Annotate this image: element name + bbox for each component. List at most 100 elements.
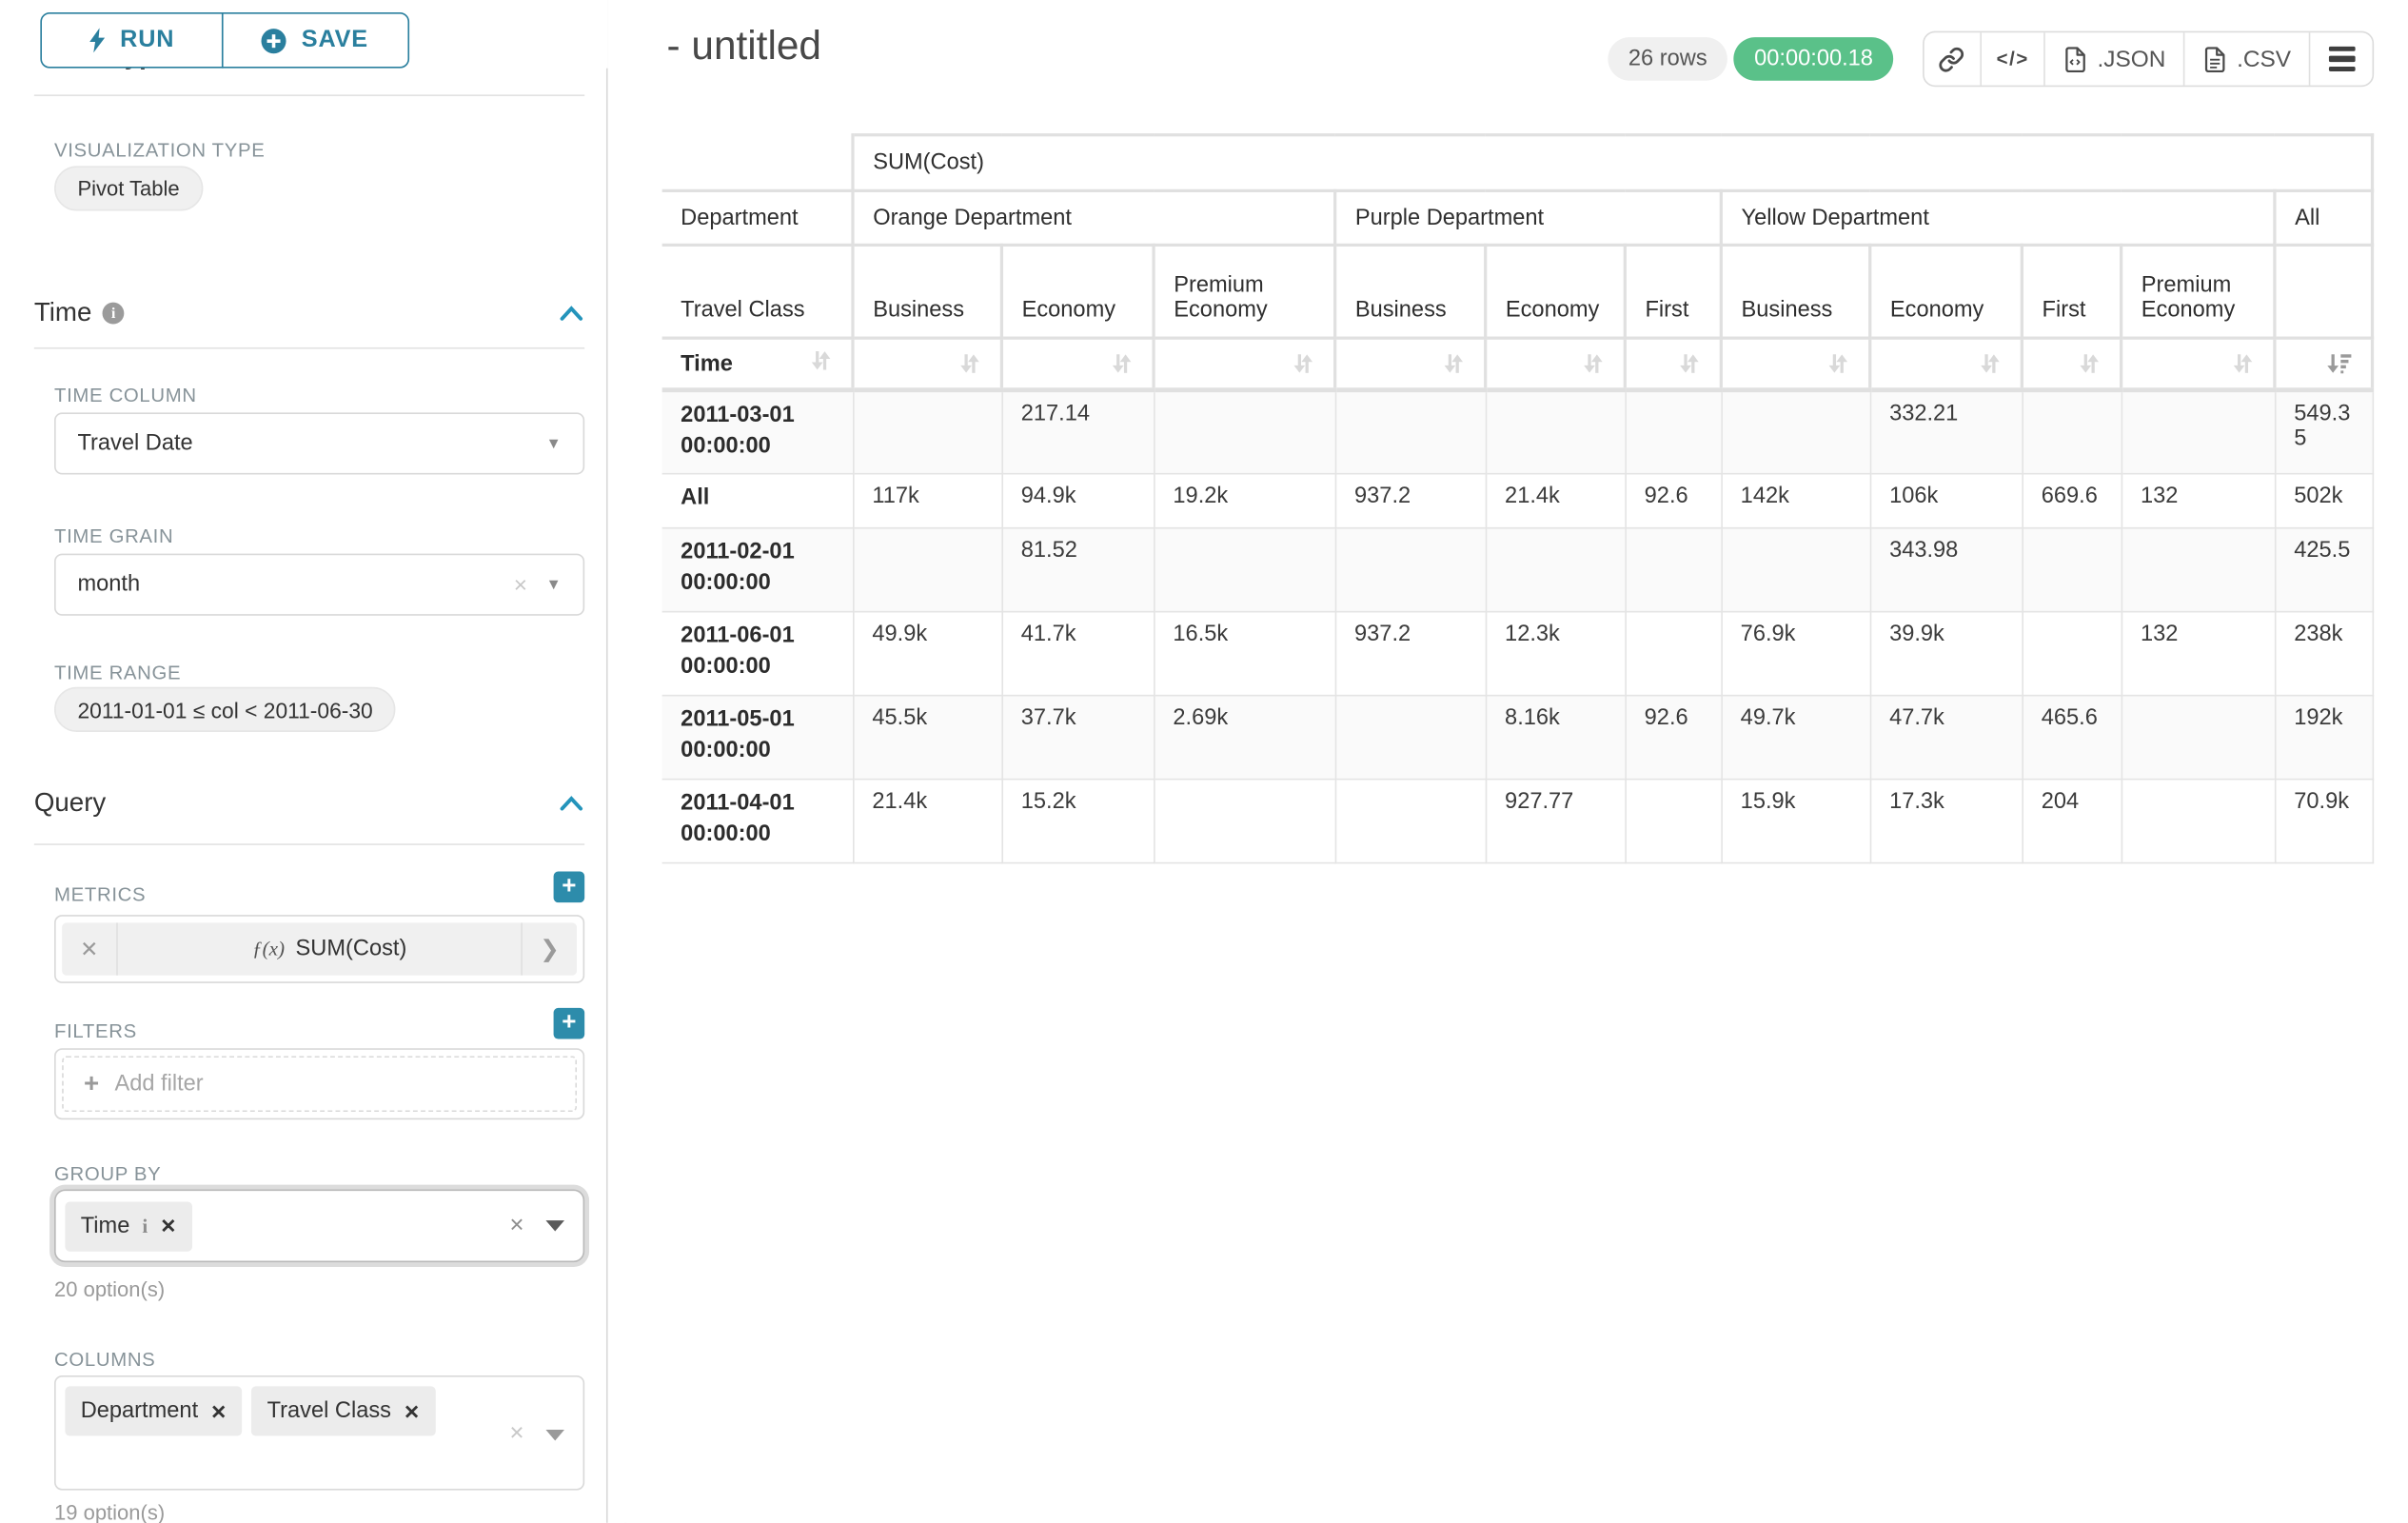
sort-button[interactable]: [2022, 338, 2121, 390]
pivot-cell: [2122, 390, 2275, 474]
pivot-cell: 21.4k: [853, 780, 1001, 863]
sort-icon[interactable]: [809, 349, 832, 379]
remove-tag-icon[interactable]: ✕: [404, 1399, 420, 1422]
time-grain-value: month: [77, 572, 513, 597]
sort-button[interactable]: [2122, 338, 2275, 390]
pivot-cell: 76.9k: [1721, 612, 1869, 696]
table-row: 2011-04-01 00:00:0021.4k15.2k927.7715.9k…: [662, 780, 2373, 863]
pivot-cell: [1335, 696, 1486, 780]
pivot-cell: [1625, 528, 1721, 612]
pivot-cell: [1721, 528, 1869, 612]
metric-item[interactable]: ✕ ƒ(x) SUM(Cost) ❯: [62, 922, 577, 975]
columns-select[interactable]: Department ✕ Travel Class ✕ ×: [54, 1375, 584, 1491]
pivot-column-header: Business: [853, 245, 1001, 338]
chart-title[interactable]: - untitled: [667, 22, 821, 70]
group-by-select[interactable]: Time i ✕ ×: [54, 1190, 584, 1263]
lightning-icon: [89, 28, 107, 52]
columns-label: COLUMNS: [54, 1349, 155, 1371]
save-button[interactable]: SAVE: [221, 12, 408, 69]
pivot-cell: [2022, 390, 2121, 474]
pivot-column-header: Economy: [1001, 245, 1154, 338]
time-range-value[interactable]: 2011-01-01 ≤ col < 2011-06-30: [54, 687, 396, 732]
query-section-header[interactable]: Query: [34, 788, 584, 820]
metrics-label: METRICS: [54, 884, 146, 906]
pivot-cell: 12.3k: [1486, 612, 1626, 696]
pivot-cell: [853, 528, 1001, 612]
share-link-button[interactable]: [1924, 32, 1982, 85]
pivot-cell: 927.77: [1486, 780, 1626, 863]
add-filter-button[interactable]: + Add filter: [62, 1056, 577, 1112]
pivot-cell: [1721, 390, 1869, 474]
pivot-cell: [1335, 528, 1486, 612]
group-by-label: GROUP BY: [54, 1163, 161, 1185]
pivot-cell: 343.98: [1870, 528, 2023, 612]
pivot-cell: [1625, 612, 1721, 696]
pivot-cell: 204: [2022, 780, 2121, 863]
function-icon: ƒ(x): [252, 937, 285, 961]
pivot-cell: [2122, 780, 2275, 863]
time-grain-select[interactable]: month × ▼: [54, 554, 584, 616]
time-column-label: TIME COLUMN: [54, 385, 197, 406]
remove-metric-icon[interactable]: ✕: [62, 922, 118, 975]
table-row: All117k94.9k19.2k937.221.4k92.6142k106k6…: [662, 474, 2373, 528]
remove-tag-icon[interactable]: ✕: [160, 1215, 176, 1237]
sort-button[interactable]: [2275, 338, 2373, 390]
chevron-right-icon[interactable]: ❯: [521, 922, 577, 975]
pivot-table: SUM(Cost)DepartmentOrange DepartmentPurp…: [662, 133, 2375, 863]
chevron-up-icon[interactable]: [558, 300, 584, 326]
sort-button[interactable]: [1721, 338, 1869, 390]
export-csv-button[interactable]: .CSV: [2184, 32, 2311, 85]
view-query-button[interactable]: </>: [1982, 32, 2046, 85]
pivot-cell: 937.2: [1335, 612, 1486, 696]
sort-button[interactable]: [1154, 338, 1335, 390]
run-button[interactable]: RUN: [40, 12, 223, 69]
chevron-up-icon[interactable]: [558, 790, 584, 817]
visualization-type-value[interactable]: Pivot Table: [54, 166, 203, 210]
row-count-badge: 26 rows: [1609, 37, 1727, 81]
time-column-select[interactable]: Travel Date ▼: [54, 412, 584, 474]
pivot-cell: 2.69k: [1154, 696, 1335, 780]
pivot-dimension-header: Department: [662, 190, 853, 245]
menu-button[interactable]: [2311, 32, 2373, 85]
sort-button[interactable]: [853, 338, 1001, 390]
pivot-metric-header: SUM(Cost): [853, 135, 2373, 191]
pivot-column-header: Business: [1721, 245, 1869, 338]
export-json-button[interactable]: .JSON: [2046, 32, 2185, 85]
plus-circle-icon: [261, 28, 287, 54]
pivot-cell: 81.52: [1001, 528, 1154, 612]
clear-icon[interactable]: ×: [509, 1420, 523, 1448]
pivot-cell: 94.9k: [1001, 474, 1154, 528]
columns-tag[interactable]: Department ✕: [65, 1386, 242, 1435]
info-icon: i: [142, 1214, 148, 1238]
sort-button[interactable]: [1870, 338, 2023, 390]
pivot-cell: [2022, 612, 2121, 696]
export-toolbar: </> .JSON .CSV: [1923, 31, 2374, 88]
plus-icon: +: [84, 1068, 99, 1099]
table-header-row: DepartmentOrange DepartmentPurple Depart…: [662, 190, 2373, 245]
pivot-cell: 238k: [2275, 612, 2373, 696]
pivot-cell: 16.5k: [1154, 612, 1335, 696]
sort-button[interactable]: [1001, 338, 1154, 390]
sort-button[interactable]: [1486, 338, 1626, 390]
pivot-cell: 549.35: [2275, 390, 2373, 474]
pivot-cell: 465.6: [2022, 696, 2121, 780]
group-by-tag[interactable]: Time i ✕: [65, 1201, 191, 1251]
remove-tag-icon[interactable]: ✕: [210, 1399, 227, 1422]
pivot-cell: 70.9k: [2275, 780, 2373, 863]
time-section-header[interactable]: Time i: [34, 298, 584, 329]
clear-icon[interactable]: ×: [509, 1212, 523, 1239]
clear-icon[interactable]: ×: [514, 571, 527, 598]
pivot-cell: 15.9k: [1721, 780, 1869, 863]
sort-button[interactable]: [1335, 338, 1486, 390]
pivot-cell: [1486, 390, 1626, 474]
add-filter-plus-button[interactable]: +: [554, 1008, 585, 1039]
pivot-cell: 132: [2122, 612, 2275, 696]
pivot-cell: 21.4k: [1486, 474, 1626, 528]
columns-tag[interactable]: Travel Class ✕: [251, 1386, 435, 1435]
pivot-dimension-header: Travel Class: [662, 245, 853, 338]
pivot-cell: [2022, 528, 2121, 612]
pivot-row-label: 2011-05-01 00:00:00: [662, 696, 853, 780]
sort-button[interactable]: [1625, 338, 1721, 390]
add-metric-button[interactable]: +: [554, 872, 585, 903]
divider: [34, 94, 584, 96]
